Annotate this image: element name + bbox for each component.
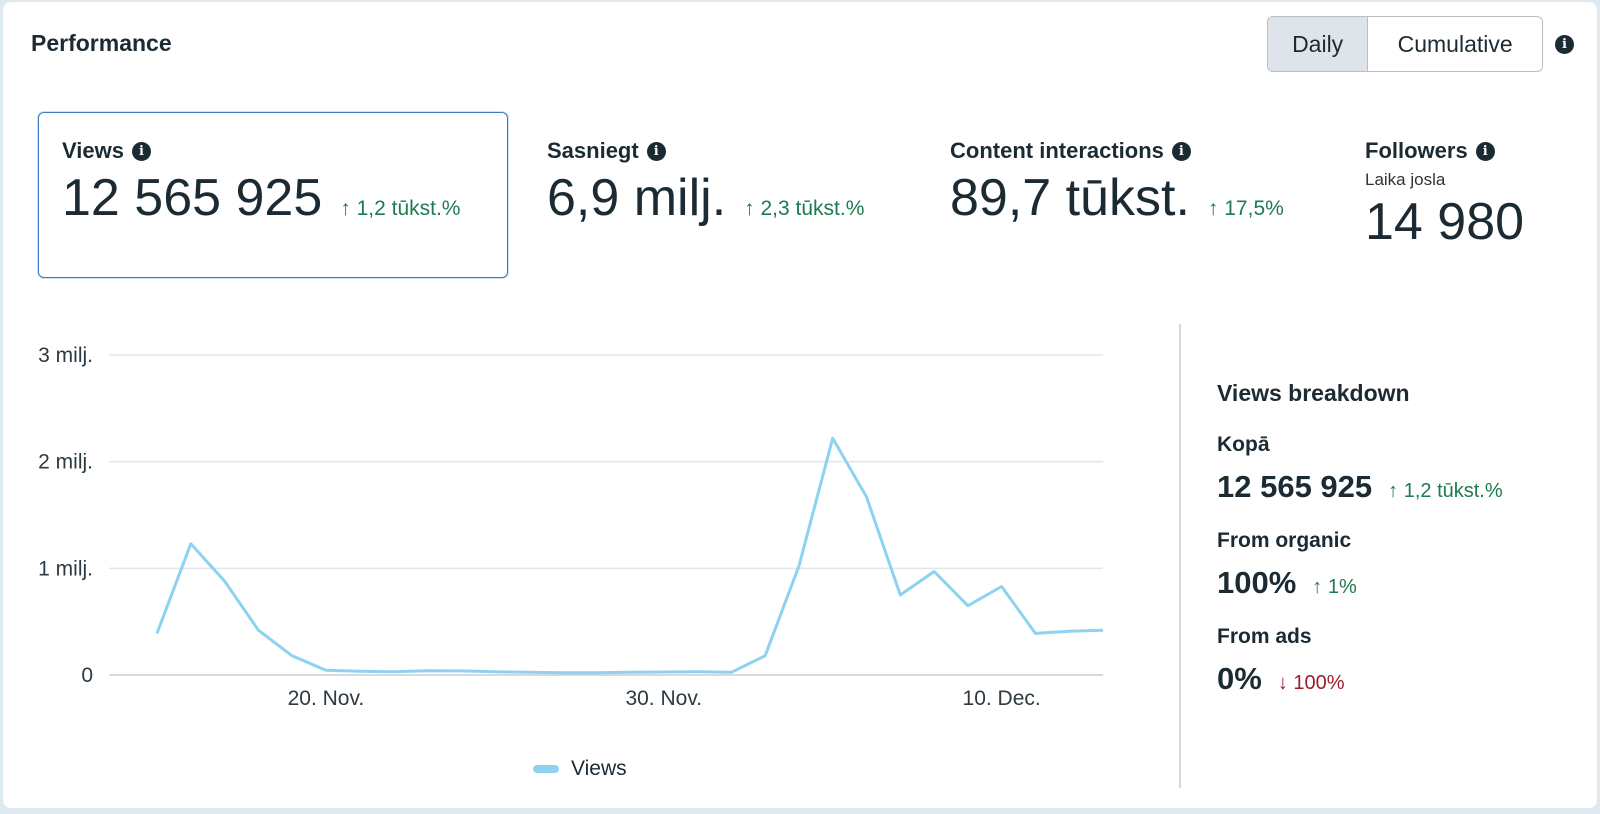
breakdown-total-value: 12 565 925: [1217, 469, 1373, 504]
x-tick-label: 30. Nov.: [625, 687, 702, 710]
breakdown-organic-label: From organic: [1217, 529, 1352, 552]
reach-value: 6,9 milj.: [547, 169, 727, 227]
reach-delta: ↑ 2,3 tūkst.%: [744, 197, 865, 220]
breakdown-total-delta: ↑ 1,2 tūkst.%: [1388, 480, 1503, 502]
x-tick-label: 10. Dec.: [963, 687, 1041, 710]
reach-metric[interactable]: Sasniegt i 6,9 milj. ↑ 2,3 tūkst.%: [547, 138, 864, 228]
series-line-views[interactable]: [155, 436, 1104, 675]
x-tick-label: 20. Nov.: [288, 687, 365, 710]
views-metric-card[interactable]: [38, 112, 508, 278]
breakdown-title: Views breakdown: [1217, 380, 1410, 406]
daily-toggle-button[interactable]: Daily: [1268, 17, 1369, 71]
info-icon[interactable]: i: [131, 141, 151, 161]
breakdown-ads-label: From ads: [1217, 625, 1312, 648]
interactions-value: 89,7 tūkst.: [950, 169, 1190, 227]
followers-metric[interactable]: Followers i Laika josla 14 980: [1365, 138, 1524, 252]
views-line-chart[interactable]: 0 1 milj. 2 milj. 3 milj. 20. Nov. 30. Nov. 10…: [3, 322, 1163, 802]
info-icon[interactable]: i: [1475, 141, 1495, 161]
page-title: Performance: [31, 30, 172, 56]
info-icon[interactable]: i: [1171, 141, 1191, 161]
views-label: Views: [62, 138, 124, 163]
y-tick-label: 3 milj.: [38, 344, 93, 367]
interactions-metric[interactable]: Content interactions i 89,7 tūkst. ↑ 17,…: [950, 138, 1284, 228]
breakdown-organic-value: 100%: [1217, 565, 1297, 600]
followers-label: Followers: [1365, 138, 1468, 163]
legend-swatch-views: [533, 765, 559, 773]
y-tick-label: 0: [81, 664, 93, 687]
info-icon[interactable]: i: [646, 141, 666, 161]
followers-sublabel: Laika josla: [1365, 170, 1446, 189]
info-icon[interactable]: i: [1555, 35, 1574, 54]
y-tick-label: 2 milj.: [38, 451, 93, 474]
breakdown-organic-delta: ↑ 1%: [1312, 576, 1357, 598]
legend-label-views: Views: [571, 757, 627, 780]
followers-value: 14 980: [1365, 193, 1525, 251]
y-tick-label: 1 milj.: [38, 557, 93, 580]
views-delta: ↑ 1,2 tūkst.%: [340, 197, 461, 220]
breakdown-ads-value: 0%: [1217, 661, 1262, 696]
performance-card: Performance Daily Cumulative i Views i 1…: [3, 2, 1597, 808]
interactions-label: Content interactions: [950, 138, 1164, 163]
breakdown-ads-delta: ↓ 100%: [1277, 672, 1345, 694]
interactions-delta: ↑ 17,5%: [1207, 197, 1284, 220]
view-mode-toggle[interactable]: Daily Cumulative: [1267, 16, 1543, 72]
chart-legend[interactable]: Views: [533, 757, 627, 781]
divider: [1179, 324, 1181, 788]
breakdown-total-label: Kopā: [1217, 433, 1270, 456]
views-value: 12 565 925: [62, 169, 323, 227]
reach-label: Sasniegt: [547, 138, 639, 163]
views-breakdown: Views breakdown Kopā 12 565 925 ↑ 1,2 tū…: [1217, 380, 1587, 721]
cumulative-toggle-button[interactable]: Cumulative: [1397, 30, 1513, 57]
views-metric: Views i 12 565 925 ↑ 1,2 tūkst.%: [62, 138, 460, 228]
